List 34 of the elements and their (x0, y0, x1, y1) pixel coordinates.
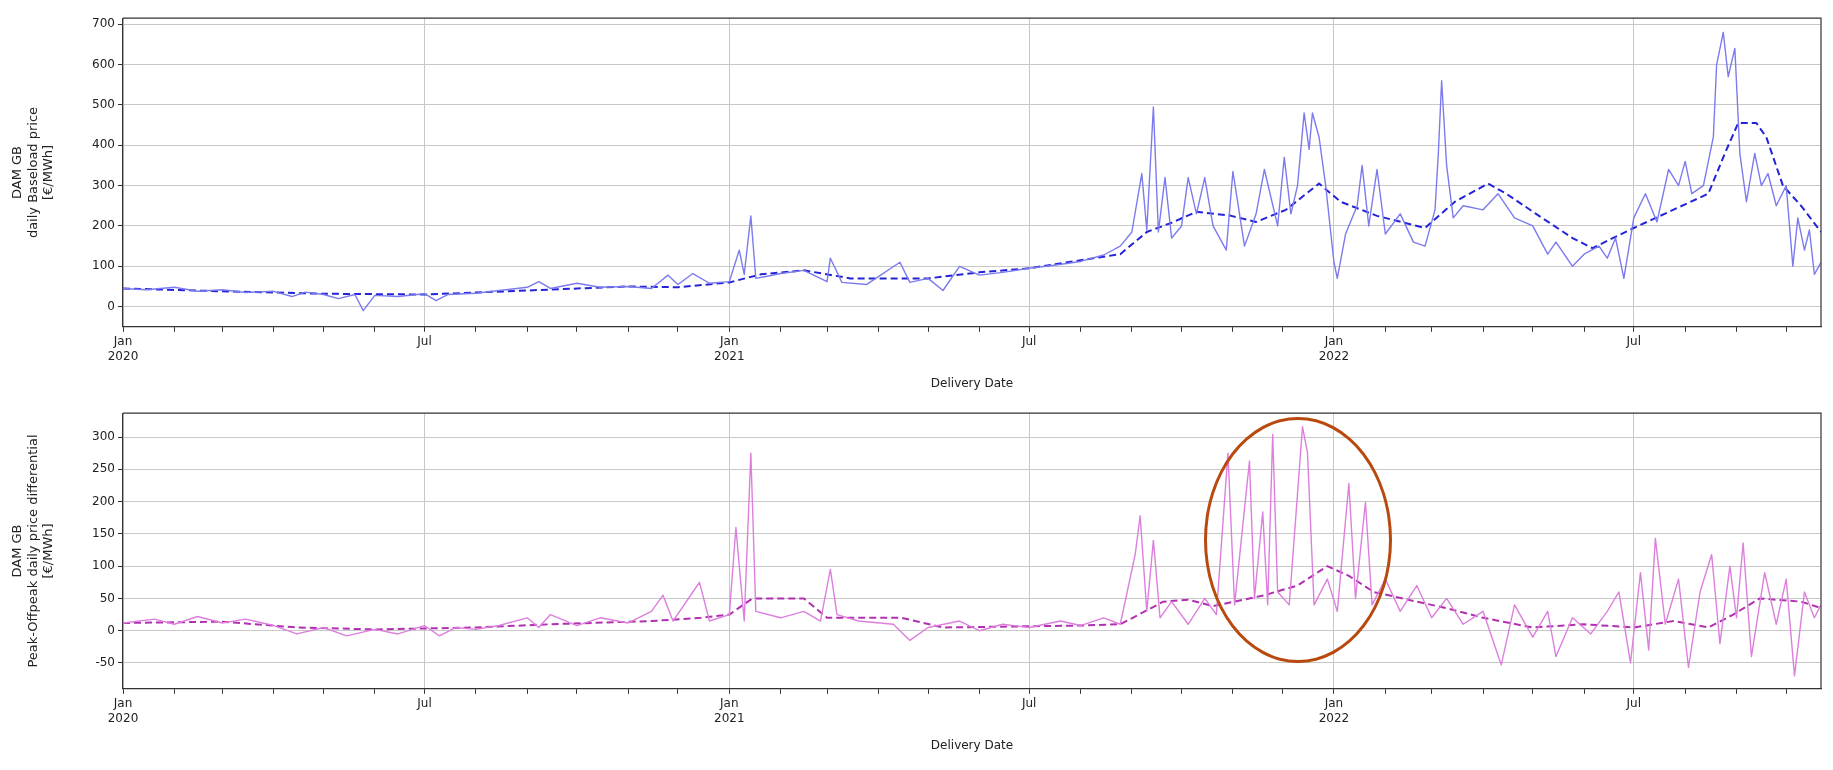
y-tick-label: 100 (92, 558, 115, 573)
x-tick-label: Jan 2022 (1318, 334, 1350, 363)
line-series (123, 122, 1821, 296)
y-tick-label: 150 (92, 526, 115, 541)
x-tick-label: Jan 2020 (107, 334, 139, 363)
y-axis-title: DAM GB daily Baseload price [€/MWh] (9, 106, 56, 239)
y-tick-label: 500 (92, 97, 115, 112)
x-tick-label: Jul (416, 696, 432, 711)
x-tick-label: Jan 2020 (107, 696, 139, 725)
x-tick-label: Jul (1625, 696, 1642, 711)
x-tick-label: Jan 2021 (714, 696, 745, 725)
y-tick-label: 0 (107, 622, 115, 637)
x-tick-label: Jul (1625, 334, 1642, 349)
y-tick-label: 200 (92, 493, 115, 508)
y-tick-label: 300 (92, 429, 115, 444)
y-tick-label: 250 (92, 461, 115, 476)
y-tick-label: 200 (92, 218, 115, 233)
y-tick-label: 50 (99, 590, 115, 605)
x-tick-label: Jul (1020, 334, 1037, 349)
x-tick-label: Jan 2022 (1318, 696, 1350, 725)
x-tick-label: Jan 2021 (714, 334, 745, 363)
y-tick-label: 400 (92, 137, 115, 152)
x-tick-label: Jul (1020, 696, 1037, 711)
y-tick-label: 700 (92, 16, 115, 31)
y-tick-label: 300 (92, 177, 115, 192)
y-axis-title: DAM GB Peak-Offpeak daily price differential [€/MWh] (9, 434, 56, 668)
line-series (123, 565, 1821, 631)
y-tick-label: -50 (95, 655, 115, 670)
x-tick-label: Jul (416, 334, 432, 349)
y-tick-label: 600 (92, 56, 115, 71)
x-axis-title: Delivery Date (930, 375, 1014, 390)
y-tick-label: 100 (92, 258, 115, 273)
x-axis-title: Delivery Date (930, 737, 1014, 752)
y-tick-label: 0 (107, 298, 115, 313)
